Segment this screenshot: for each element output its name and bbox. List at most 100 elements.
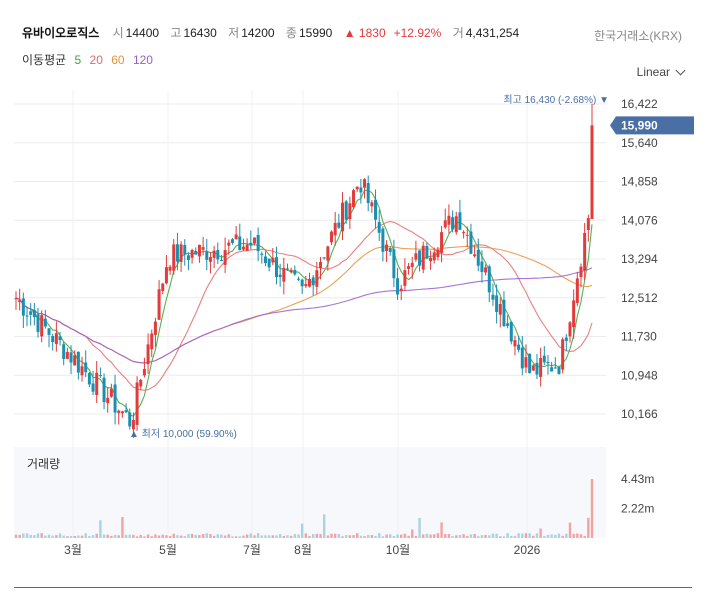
volume-bar xyxy=(510,535,513,538)
volume-bar xyxy=(502,536,506,538)
volume-bar xyxy=(400,534,403,538)
high-annotation: 최고 16,430 (-2.68%) ▼ xyxy=(503,94,609,106)
candle-body xyxy=(473,254,477,257)
y-tick-label: 16,422 xyxy=(621,97,658,111)
candle-body xyxy=(476,249,480,266)
candle-body xyxy=(249,242,253,246)
volume-bar xyxy=(568,522,572,538)
candle-body xyxy=(164,267,168,284)
ma-legend: 이동평균 5 20 60 120 xyxy=(22,51,158,68)
change-up-icon: ▲ xyxy=(343,26,356,40)
candle-body xyxy=(403,270,407,286)
volume-bar xyxy=(407,535,410,538)
candle-body xyxy=(109,388,113,397)
candle-body xyxy=(47,328,51,335)
volume-bar xyxy=(40,533,43,538)
candle-body xyxy=(234,234,238,240)
volume-bar xyxy=(223,535,227,538)
volume-bar xyxy=(113,534,117,538)
candle-body xyxy=(51,336,55,343)
candle-body xyxy=(352,190,356,208)
candle-body xyxy=(370,202,374,207)
volume-bar xyxy=(517,533,520,538)
ma-legend-title: 이동평균 xyxy=(22,53,67,67)
candle-body xyxy=(374,199,378,220)
candle-body xyxy=(135,382,139,425)
candle-body xyxy=(432,252,436,261)
volume-bar xyxy=(422,534,425,538)
candle-body xyxy=(333,222,337,236)
stock-name: 유바이오로직스 xyxy=(22,26,100,40)
candle-body xyxy=(58,336,62,341)
close-label: 종 xyxy=(285,26,297,40)
candle-body xyxy=(168,266,172,271)
volume-bar xyxy=(370,535,374,538)
volume-bar xyxy=(179,535,183,538)
candle-body xyxy=(183,245,187,255)
candle-body xyxy=(308,278,312,287)
volume-bar xyxy=(293,534,297,538)
volume-bar xyxy=(139,534,142,538)
volume-bar xyxy=(209,534,212,538)
current-price-tag xyxy=(610,116,694,135)
candle-body xyxy=(550,367,554,372)
volume-bar xyxy=(590,479,594,538)
volume-bar xyxy=(300,523,304,538)
volume-bar xyxy=(165,535,168,538)
volume-bar xyxy=(44,535,47,538)
candle-body xyxy=(245,244,249,251)
low-value: 14200 xyxy=(241,26,275,40)
candle-body xyxy=(194,251,198,255)
volume-label: 거 xyxy=(452,26,464,40)
scale-dropdown-label: Linear xyxy=(636,65,670,79)
candle-body xyxy=(21,298,25,316)
volume-bar xyxy=(429,534,432,538)
y-tick-label: 14,076 xyxy=(621,213,658,227)
ma-legend-20: 20 xyxy=(89,53,103,67)
volume-bar xyxy=(308,535,311,538)
candle-body xyxy=(289,269,293,272)
scale-dropdown[interactable]: Linear xyxy=(636,65,686,79)
candle-body xyxy=(575,278,579,303)
candle-body xyxy=(102,377,106,403)
candle-body xyxy=(484,267,488,273)
x-tick-label: 3월 xyxy=(64,543,82,557)
volume-bar xyxy=(205,533,208,538)
open-label: 시 xyxy=(112,26,124,40)
candle-body xyxy=(227,242,231,246)
volume-bar xyxy=(58,533,62,538)
candle-body xyxy=(513,340,517,347)
candle-body xyxy=(175,244,179,262)
volume-bar xyxy=(220,534,223,538)
volume-bar xyxy=(238,536,241,538)
volume-bar xyxy=(528,533,531,538)
volume-bar xyxy=(403,533,407,538)
volume-bar xyxy=(579,534,583,538)
candle-body xyxy=(539,358,543,377)
candle-body xyxy=(506,323,510,326)
candle-body xyxy=(73,355,77,366)
volume-bar xyxy=(212,535,216,538)
candle-body xyxy=(43,318,47,327)
volume-bar xyxy=(352,535,355,538)
volume-bar xyxy=(198,534,201,538)
candle-body xyxy=(296,278,300,280)
candle-body xyxy=(495,295,499,313)
candle-body xyxy=(219,259,223,261)
volume-bar xyxy=(227,534,230,538)
volume-bar xyxy=(264,535,267,538)
volume-bar xyxy=(367,534,370,538)
volume-bar xyxy=(477,536,480,538)
candle-body xyxy=(223,250,227,265)
candle-body xyxy=(84,362,88,373)
volume-bar xyxy=(88,535,91,538)
candle-body xyxy=(216,249,220,260)
volume-bar xyxy=(80,535,84,538)
high-label: 고 xyxy=(170,26,182,40)
volume-bar xyxy=(587,517,590,538)
candle-body xyxy=(458,212,462,230)
volume-bar xyxy=(348,535,352,538)
volume-bar xyxy=(249,533,253,538)
candle-body xyxy=(418,250,422,266)
